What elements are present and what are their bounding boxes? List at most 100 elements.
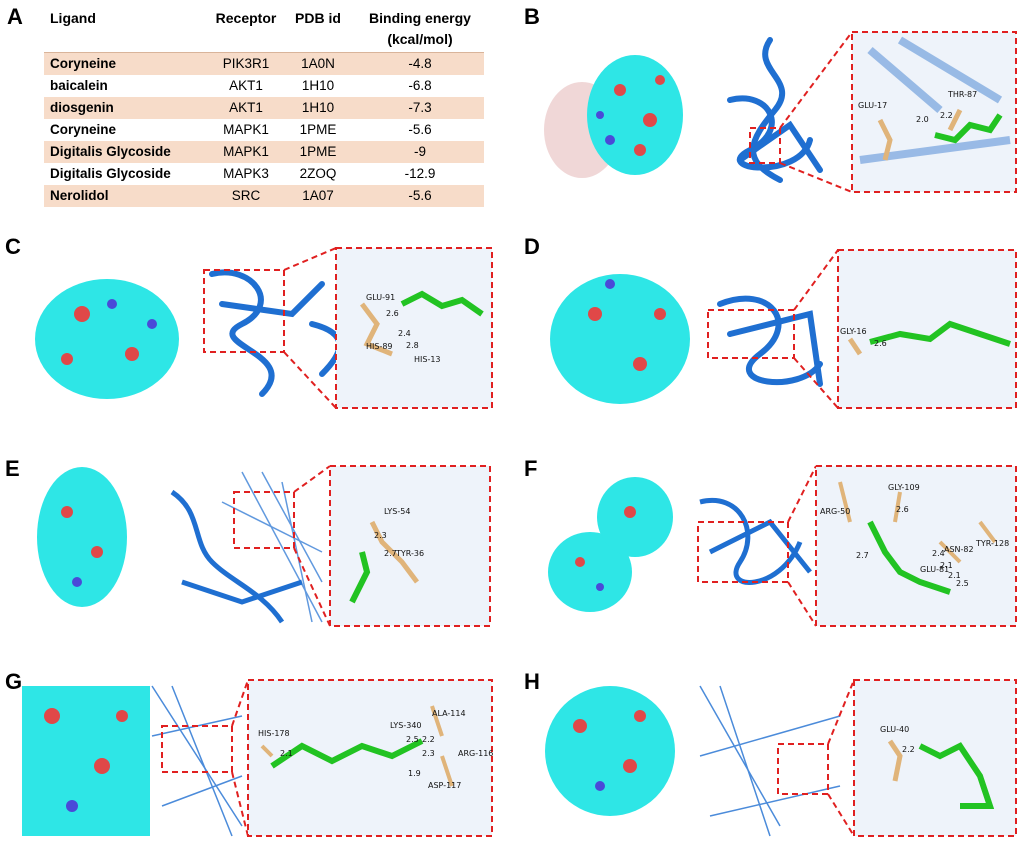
header-receptor: Receptor: [215, 10, 277, 26]
cell-receptor: MAPK1: [223, 122, 269, 137]
residue-gly-16: [847, 337, 863, 356]
panel-letter-e: E: [5, 456, 20, 481]
protein-surface: [35, 279, 179, 399]
cell-energy: -6.8: [408, 78, 432, 93]
table-row: Coryneine MAPK1 1PME -5.6: [44, 119, 484, 141]
cell-pdb: 1PME: [299, 144, 337, 159]
cell-energy: -12.9: [404, 166, 436, 181]
zoom-box: [853, 679, 1017, 837]
binding-energy-table: Ligand Receptor PDB id Binding energy (k…: [44, 4, 484, 207]
panel-letter-b: B: [524, 4, 540, 29]
label: 2.2: [422, 735, 435, 744]
residue-glu-17: [877, 118, 893, 161]
protein-ribbon: [209, 269, 343, 397]
label: 2.4: [398, 329, 411, 338]
panel-b-figure: GLU-17 THR-87 2.0 2.2: [544, 31, 1017, 193]
label: THR-87: [947, 90, 977, 99]
label: 2.1: [948, 571, 961, 580]
cell-energy: -5.6: [408, 188, 432, 203]
label: LYS-54: [384, 507, 410, 516]
label: ARG-116: [458, 749, 493, 758]
zoom-box: [815, 465, 1017, 627]
label: TYR-128: [975, 539, 1009, 548]
zoom-source-box: [203, 269, 285, 353]
table-row: Nerolidol SRC 1A07 -5.6: [44, 185, 484, 207]
ligand: [400, 290, 484, 317]
label: HIS-178: [258, 729, 290, 738]
cell-ligand: Coryneine: [50, 122, 117, 137]
cell-energy: -5.6: [408, 122, 432, 137]
cell-pdb: 1H10: [301, 100, 335, 115]
ligand: [918, 742, 995, 809]
cell-pdb: 1H10: [301, 78, 335, 93]
label: 2.3: [422, 749, 435, 758]
panel-d-figure: GLY-16 2.6: [550, 249, 1017, 409]
table-row: Coryneine PIK3R1 1A0N -4.8: [44, 53, 484, 75]
zoom-source-box: [707, 309, 795, 359]
protein-surface: [22, 686, 150, 836]
cell-receptor: AKT1: [229, 100, 263, 115]
cell-receptor: AKT1: [229, 78, 263, 93]
protein-ribbon: [170, 489, 303, 624]
panel-letter-f: F: [524, 456, 538, 481]
label: ARG-50: [820, 507, 850, 516]
cell-pdb: 1A0N: [301, 56, 335, 71]
table-row: Digitalis Glycoside MAPK1 1PME -9: [44, 141, 484, 163]
table-row: Digitalis Glycoside MAPK3 2ZOQ -12.9: [44, 163, 484, 185]
zoom-source-box: [749, 127, 781, 164]
zoom-source-box: [697, 521, 789, 583]
zoom-source-box: [233, 491, 295, 549]
label: ASP-117: [428, 781, 461, 790]
label: GLU-17: [858, 101, 887, 110]
zoom-box: [837, 249, 1017, 409]
panel-g-figure: LYS-340 ALA-114 HIS-178 2.5 2.2 ARG-116 …: [22, 679, 493, 837]
cell-pdb: 2ZOQ: [299, 166, 337, 181]
zoom-box: [335, 247, 493, 409]
label: 2.7: [856, 551, 869, 560]
panel-e-figure: LYS-54 2.3 2.7 TYR-36: [37, 465, 491, 627]
cell-energy: -7.3: [408, 100, 432, 115]
label: 2.0: [916, 115, 929, 124]
cell-receptor: PIK3R1: [222, 56, 270, 71]
residue: [838, 481, 997, 564]
residue: [360, 302, 393, 357]
ligand: [349, 551, 371, 604]
label: ALA-114: [432, 709, 466, 718]
label: 2.2: [902, 745, 915, 754]
protein-surface: [545, 686, 675, 816]
header-units: (kcal/mol): [387, 31, 453, 47]
ligand: [934, 113, 1003, 144]
panel-c-figure: GLU-91 2.6 2.4 HIS-89 2.8 HIS-13: [35, 247, 493, 409]
residue: [260, 705, 454, 787]
header-ligand: Ligand: [50, 10, 96, 26]
label: GLY-16: [840, 327, 867, 336]
label: 1.9: [408, 769, 421, 778]
panel-letter-c: C: [5, 234, 21, 259]
ligand: [270, 738, 424, 769]
protein-surface: [550, 274, 690, 404]
protein-ribbon: [717, 295, 823, 387]
header-binding-energy: Binding energy: [369, 10, 471, 26]
cell-energy: -9: [413, 144, 426, 159]
label: GLY-109: [888, 483, 920, 492]
label: ASN-82: [944, 545, 974, 554]
panel-letter-a: A: [7, 4, 23, 29]
panel-f-figure: GLY-109 ARG-50 2.6 2.7 2.4 ASN-82 TYR-12…: [548, 465, 1017, 627]
residue-thr-87: [947, 108, 963, 132]
cell-pdb: 1PME: [299, 122, 337, 137]
cell-receptor: MAPK3: [223, 166, 269, 181]
cell-ligand: Coryneine: [50, 56, 117, 71]
cell-ligand: Digitalis Glycoside: [50, 144, 171, 159]
cell-ligand: Nerolidol: [50, 188, 109, 203]
label: 2.6: [386, 309, 399, 318]
label: 2.4: [932, 549, 945, 558]
panel-letter-g: G: [5, 669, 23, 694]
cell-energy: -4.8: [408, 56, 432, 71]
label: GLU-81: [920, 565, 949, 574]
protein-surface: [37, 467, 127, 607]
label: 2.2: [940, 111, 953, 120]
label: TYR-36: [395, 549, 424, 558]
cell-ligand: Digitalis Glycoside: [50, 166, 171, 181]
label: 2.6: [874, 339, 887, 348]
label: GLU-91: [366, 293, 395, 302]
